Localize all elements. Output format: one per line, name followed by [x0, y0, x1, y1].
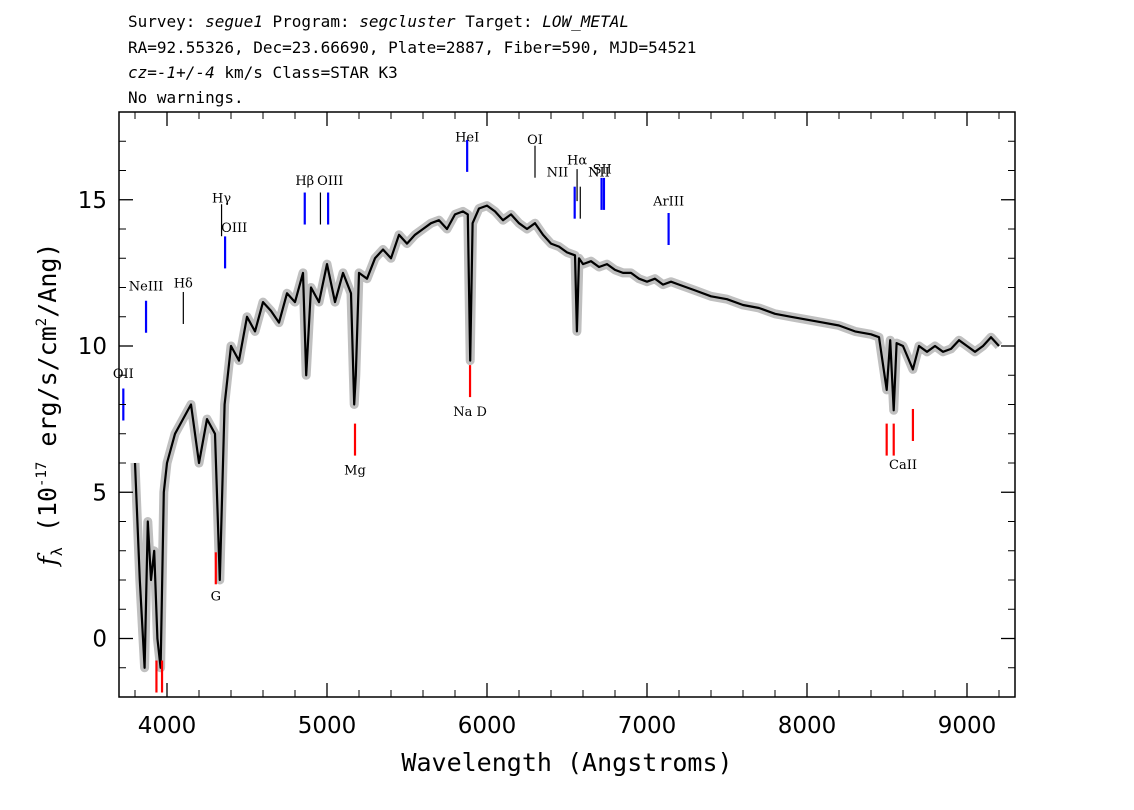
line-label-na-d: Na D — [453, 405, 487, 420]
line-label-g: G — [211, 589, 221, 604]
line-label-nii: NII — [547, 165, 569, 180]
header-redshift-line: cz=-1+/-4 km/s Class=STAR K3 — [128, 63, 398, 83]
redshift-value: cz=-1+/-4 — [128, 63, 215, 82]
line-label-h-: Hβ — [295, 174, 314, 189]
line-label-neiii: NeIII — [129, 279, 163, 294]
line-label-oiii: OIII — [317, 174, 343, 189]
target-label: Target: — [465, 12, 533, 31]
line-label-mg: Mg — [344, 464, 366, 479]
header-coordinates-line: RA=92.55326, Dec=23.66690, Plate=2887, F… — [128, 38, 697, 57]
x-tick-label: 6000 — [458, 713, 517, 739]
y-tick-label: 10 — [78, 334, 107, 360]
x-tick-label: 5000 — [298, 713, 357, 739]
line-label-ariii: ArIII — [652, 195, 684, 210]
x-axis-title: Wavelength (Angstroms) — [401, 748, 732, 777]
y-tick-label: 5 — [92, 480, 107, 506]
x-tick-label: 9000 — [938, 713, 997, 739]
header-warnings-line: No warnings. — [128, 88, 244, 107]
line-label-h-: Hα — [567, 154, 587, 169]
y-axis-title: fλ (10-17 erg/s/cm2/Ang) — [33, 243, 66, 568]
class-value: km/s Class=STAR K3 — [214, 63, 398, 82]
flux-path — [133, 204, 1000, 669]
line-label-nii: NII — [588, 165, 610, 180]
plot-frame — [118, 111, 1016, 698]
error-band — [130, 201, 1003, 673]
y-tick-label: 15 — [78, 188, 107, 214]
y-tick-label: 0 — [92, 627, 107, 653]
error-band-path — [130, 201, 1003, 673]
target-value: LOW_METAL — [542, 12, 629, 31]
line-label-oii: OII — [113, 367, 134, 382]
survey-label: Survey: — [128, 12, 196, 31]
program-label: Program: — [272, 12, 350, 31]
line-label-sii: SII — [593, 162, 612, 177]
x-tick-label: 7000 — [618, 713, 677, 739]
line-label-oiii: OIII — [221, 221, 247, 236]
header-survey-line: Survey: segue1 Program: segcluster Targe… — [128, 12, 629, 32]
survey-value: segue1 — [205, 12, 263, 31]
program-value: segcluster — [359, 12, 456, 31]
line-label-h-: Hδ — [174, 277, 193, 292]
line-label-oi: OI — [527, 133, 543, 148]
line-label-hei: HeI — [455, 130, 479, 145]
x-tick-label: 4000 — [138, 713, 197, 739]
flux-line — [133, 204, 1000, 669]
axis-ticks: 4000 5000 6000 7000 8000 9000 0 5 10 15 — [78, 111, 1015, 739]
line-label-caii: CaII — [889, 458, 917, 473]
line-label-h-: Hγ — [212, 192, 231, 207]
x-tick-label: 8000 — [778, 713, 837, 739]
